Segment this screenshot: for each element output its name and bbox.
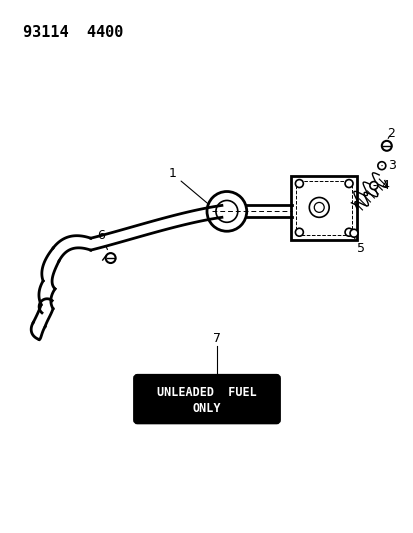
Circle shape xyxy=(105,253,115,263)
Text: 7: 7 xyxy=(212,332,221,345)
Text: 6: 6 xyxy=(97,229,107,249)
Text: ONLY: ONLY xyxy=(192,401,221,415)
Bar xyxy=(296,181,351,235)
Circle shape xyxy=(344,180,352,188)
Text: 93114  4400: 93114 4400 xyxy=(23,25,123,39)
Circle shape xyxy=(369,182,377,190)
Circle shape xyxy=(344,228,352,236)
Circle shape xyxy=(381,141,391,151)
Circle shape xyxy=(295,180,303,188)
Bar xyxy=(291,175,356,240)
Text: 3: 3 xyxy=(381,159,395,172)
Text: 1: 1 xyxy=(168,167,207,204)
Text: 5: 5 xyxy=(353,237,364,255)
Text: 4: 4 xyxy=(373,179,389,192)
FancyBboxPatch shape xyxy=(134,375,279,423)
Text: 2: 2 xyxy=(386,127,394,140)
Circle shape xyxy=(377,161,385,169)
Circle shape xyxy=(295,228,303,236)
Text: UNLEADED  FUEL: UNLEADED FUEL xyxy=(157,386,256,399)
Circle shape xyxy=(349,229,357,237)
